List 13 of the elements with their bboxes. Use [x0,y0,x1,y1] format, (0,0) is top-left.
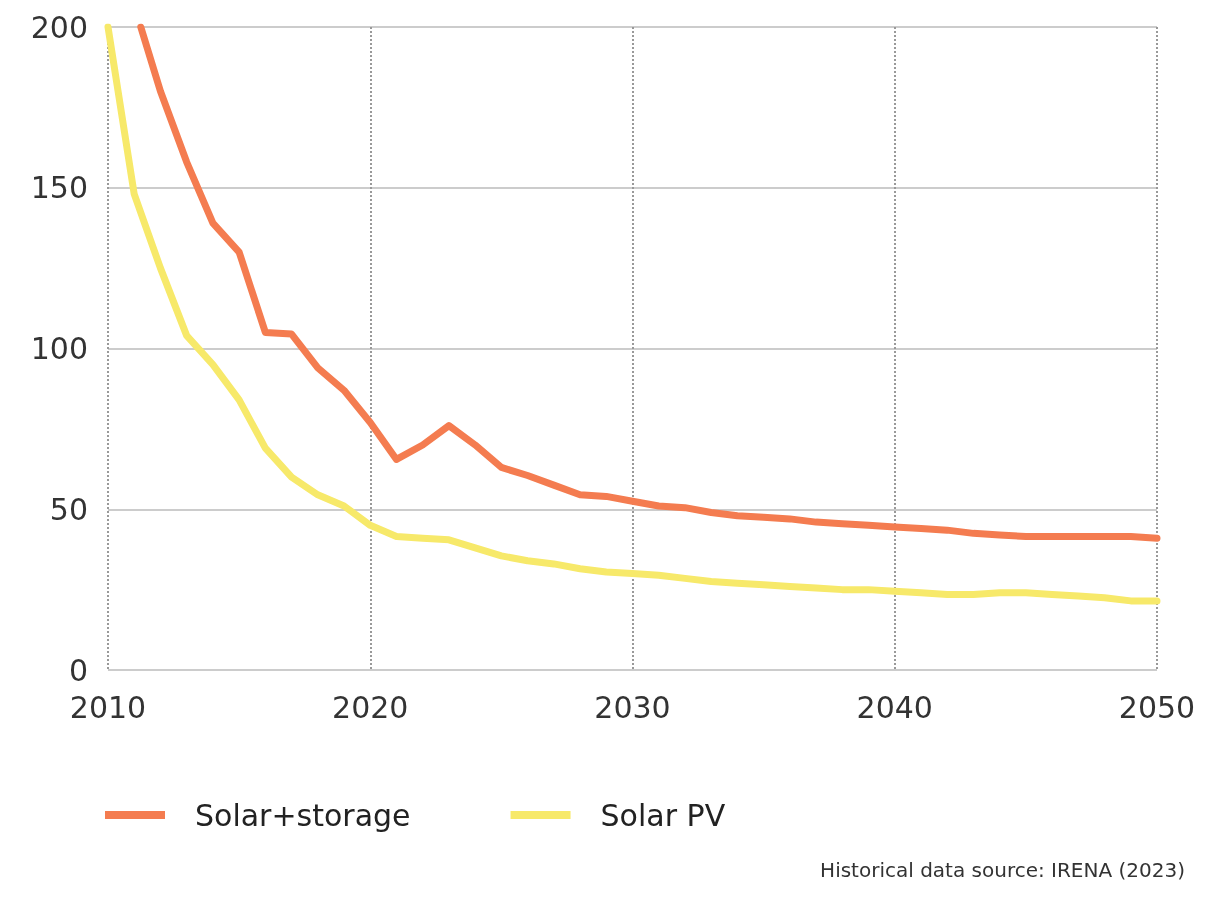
legend-label: Solar+storage [195,797,411,833]
x-tick-label: 2050 [1118,689,1196,725]
y-tick-label: 150 [30,170,88,206]
x-tick-label: 2020 [332,689,409,725]
y-tick-label: 100 [30,331,88,366]
x-tick-label: 2010 [69,689,147,725]
x-tick-label: 2040 [856,689,933,725]
y-tick-label: 200 [30,9,88,45]
text: Historical data source: IRENA (2023) [820,858,1186,882]
y-tick-label: 0 [68,652,88,688]
legend-label: Solar PV [600,797,726,833]
x-tick-label: 2030 [594,689,671,725]
y-tick-label: 50 [49,491,88,527]
